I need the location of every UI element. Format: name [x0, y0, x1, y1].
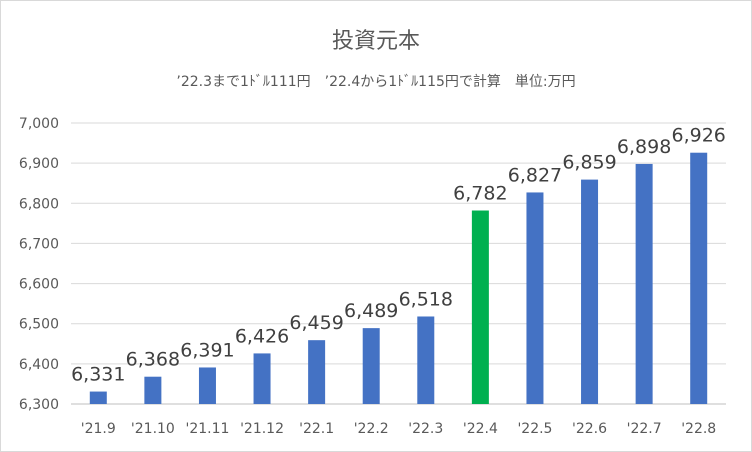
- y-tick-label: 6,600: [19, 277, 59, 293]
- gridlines: [71, 122, 726, 405]
- data-label: 6,827: [508, 164, 562, 186]
- bar: [635, 163, 653, 404]
- x-tick-label: '21.9: [81, 421, 116, 437]
- data-label: 6,368: [126, 349, 180, 371]
- x-tick-label: '22.6: [572, 421, 607, 437]
- data-label: 6,489: [344, 300, 398, 322]
- y-tick-label: 7,000: [19, 116, 59, 132]
- bar: [144, 376, 162, 404]
- x-tick-label: '22.3: [408, 421, 443, 437]
- x-tick-label: '22.1: [299, 421, 334, 437]
- y-tick-label: 6,900: [19, 156, 59, 172]
- x-tick-label: '22.2: [354, 421, 389, 437]
- x-tick-label: '22.7: [627, 421, 662, 437]
- x-tick-label: '21.11: [185, 421, 229, 437]
- bar: [198, 367, 216, 404]
- x-axis-ticks: '21.9 '21.10 '21.11 '21.12 '22.1 '22.2 '22.3 '2…: [81, 421, 716, 437]
- x-tick-label: '22.4: [463, 421, 498, 437]
- y-tick-label: 6,700: [19, 236, 59, 252]
- y-axis-ticks: 6,300 6,400 6,500 6,600 6,700 6,800 6,900 7,000: [19, 116, 59, 413]
- data-label: 6,426: [235, 325, 289, 347]
- x-tick-label: '22.8: [681, 421, 716, 437]
- data-label: 6,518: [399, 288, 453, 310]
- bar: [581, 179, 599, 404]
- data-label: 6,898: [617, 136, 671, 158]
- y-tick-label: 6,800: [19, 196, 59, 212]
- bar: [253, 353, 271, 404]
- data-label: 6,459: [289, 312, 343, 334]
- bar: [308, 340, 326, 404]
- x-tick-label: '21.10: [131, 421, 175, 437]
- bar: [471, 210, 489, 404]
- chart-subtitle: ’22.3まで1ﾄﾞﾙ111円 ’22.4から1ﾄﾞﾙ115円で計算 単位:万円: [176, 74, 575, 90]
- data-label: 6,859: [562, 152, 616, 174]
- y-tick-label: 6,400: [19, 357, 59, 373]
- chart-title: 投資元本: [332, 29, 420, 54]
- data-label: 6,331: [71, 364, 125, 386]
- bar: [89, 391, 107, 404]
- data-label: 6,782: [453, 183, 507, 205]
- data-label: 6,391: [180, 339, 234, 361]
- x-tick-label: '22.5: [517, 421, 552, 437]
- bar: [690, 152, 708, 404]
- y-tick-label: 6,300: [19, 397, 59, 413]
- y-tick-label: 6,500: [19, 317, 59, 333]
- bar: [362, 328, 380, 404]
- bar: [417, 316, 435, 404]
- x-tick-label: '21.12: [240, 421, 284, 437]
- bars: [89, 152, 708, 404]
- data-label: 6,926: [672, 125, 726, 147]
- bar: [526, 192, 544, 404]
